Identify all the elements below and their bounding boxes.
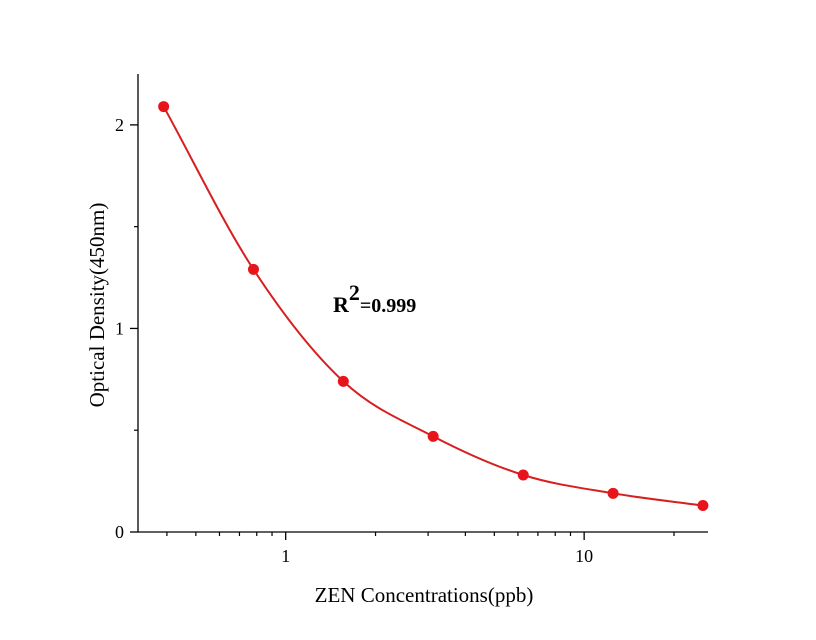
data-point (158, 101, 170, 113)
x-tick-label: 1 (281, 546, 290, 566)
data-point (247, 263, 259, 275)
x-axis: 1 10 (138, 531, 708, 566)
y-tick-label: 0 (115, 522, 124, 542)
data-points (158, 101, 709, 512)
x-tick-label: 10 (575, 546, 593, 566)
y-axis-title: Optical Density(450nm) (85, 203, 109, 408)
data-point (697, 500, 709, 512)
y-tick-label: 1 (115, 318, 124, 338)
x-axis-title: ZEN Concentrations(ppb) (315, 583, 534, 607)
data-point (427, 430, 439, 442)
data-point (517, 469, 529, 481)
data-point (337, 375, 349, 387)
y-tick-label: 2 (115, 115, 124, 135)
y-axis: 0 1 2 (115, 74, 139, 542)
data-point (607, 487, 619, 499)
fit-curve (162, 106, 704, 507)
r-squared-annotation: R2=0.999 (333, 280, 416, 317)
